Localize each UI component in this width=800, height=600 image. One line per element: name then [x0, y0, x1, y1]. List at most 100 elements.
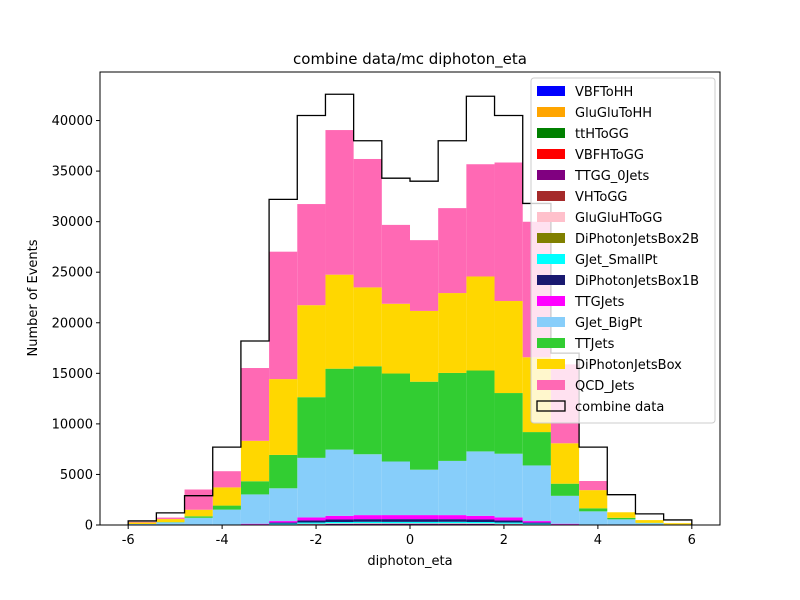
legend-swatch — [537, 359, 565, 369]
y-tick-label: 25000 — [52, 266, 93, 281]
bar-ttjets-bin-2 — [184, 516, 213, 518]
legend-label: DiPhotonJetsBox — [575, 358, 682, 373]
legend-label: GJet_BigPt — [575, 316, 642, 331]
bar-diphotonjetsbox-bin-8 — [353, 287, 382, 367]
y-tick-label: 5000 — [60, 468, 93, 483]
legend-swatch — [537, 254, 565, 264]
bar-ttjets-bin-7 — [325, 368, 354, 450]
bar-gjet-bigpt-bin-3 — [212, 509, 241, 525]
bar-ttgg-0jets-bin-9 — [381, 523, 410, 525]
legend-swatch — [537, 212, 565, 222]
legend: VBFToHH GluGluToHH ttHToGG VBFHToGG TTGG_0Je… — [530, 77, 716, 424]
bar-ttgg-0jets-bin-13 — [494, 524, 523, 525]
bar-gjet-bigpt-bin-10 — [410, 469, 439, 516]
bar-ttgg-0jets-bin-12 — [466, 523, 495, 525]
bar-diphotonjetsbox1b-bin-12 — [466, 519, 495, 522]
bar-diphotonjetsbox-bin-16 — [579, 490, 608, 509]
x-tick-label: -6 — [122, 533, 135, 548]
legend-swatch — [537, 275, 565, 285]
bar-ttgjets-bin-6 — [297, 517, 326, 521]
bar-ttgg-0jets-bin-10 — [410, 523, 439, 525]
legend-swatch — [537, 233, 565, 243]
bar-qcd-jets-bin-12 — [466, 164, 495, 277]
bar-diphotonjetsbox-bin-13 — [494, 301, 523, 394]
bar-gjet-bigpt-bin-9 — [381, 461, 410, 516]
bar-diphotonjetsbox-bin-5 — [269, 379, 298, 455]
bar-gjet-bigpt-bin-5 — [269, 488, 298, 522]
bar-diphotonjetsbox-bin-11 — [438, 293, 467, 373]
bar-ttgg-0jets-bin-6 — [297, 524, 326, 525]
bar-ttgjets-bin-15 — [550, 523, 580, 525]
legend-label: QCD_Jets — [575, 379, 635, 394]
x-axis-ticks: -6 -4 -2 0 2 4 6 — [122, 525, 696, 548]
bar-ttgjets-bin-4 — [240, 523, 270, 525]
legend-swatch — [537, 86, 565, 96]
bar-gjet-bigpt-bin-6 — [297, 457, 326, 518]
bar-diphotonjetsbox-bin-10 — [410, 310, 439, 382]
bar-gjet-smallpt-bin-14 — [522, 523, 551, 525]
bar-qcd-jets-bin-2 — [184, 489, 213, 510]
bar-ttgjets-bin-5 — [269, 521, 298, 523]
bar-gjet-bigpt-bin-15 — [550, 495, 580, 524]
legend-swatch — [537, 380, 565, 390]
bar-diphotonjetsbox-bin-18 — [635, 520, 664, 523]
bar-gjet-smallpt-bin-8 — [353, 521, 382, 524]
bar-ttjets-bin-12 — [466, 370, 495, 452]
bar-qcd-jets-bin-9 — [381, 224, 410, 304]
y-tick-label: 30000 — [52, 215, 93, 230]
legend-label: VBFToHH — [575, 85, 633, 100]
y-tick-label: 20000 — [52, 316, 93, 331]
bar-ttjets-bin-13 — [494, 393, 523, 454]
legend-label: GluGluHToGG — [575, 211, 662, 226]
bar-diphotonjetsbox1b-bin-8 — [353, 519, 382, 522]
bar-qcd-jets-bin-0 — [128, 521, 157, 523]
bar-qcd-jets-bin-7 — [325, 130, 354, 275]
bar-diphotonjetsbox1b-bin-7 — [325, 519, 354, 522]
bar-gjet-smallpt-bin-5 — [269, 523, 298, 525]
bar-ttjets-bin-14 — [522, 432, 551, 466]
bar-ttjets-bin-9 — [381, 373, 410, 462]
bar-ttjets-bin-15 — [550, 483, 580, 496]
bar-diphotonjetsbox1b-bin-10 — [410, 519, 439, 522]
bar-diphotonjetsbox-bin-7 — [325, 274, 354, 369]
x-tick-label: -4 — [216, 533, 229, 548]
legend-swatch — [537, 317, 565, 327]
bar-gjet-bigpt-bin-4 — [240, 494, 270, 524]
bar-qcd-jets-bin-8 — [353, 158, 382, 288]
legend-label: TTGG_0Jets — [574, 169, 650, 184]
legend-label: TTGJets — [574, 295, 625, 310]
bar-ttgg-0jets-bin-7 — [325, 523, 354, 525]
bar-gjet-bigpt-bin-12 — [466, 451, 495, 516]
bar-diphotonjetsbox1b-bin-5 — [269, 522, 298, 524]
legend-label: DiPhotonJetsBox1B — [575, 274, 699, 289]
bar-ttgjets-bin-13 — [494, 517, 523, 521]
y-tick-label: 10000 — [52, 417, 93, 432]
bar-gjet-bigpt-bin-16 — [579, 511, 608, 525]
bar-diphotonjetsbox-bin-0 — [128, 522, 157, 524]
bar-gjet-bigpt-bin-7 — [325, 449, 354, 516]
bar-ttjets-bin-8 — [353, 366, 382, 455]
legend-label: GJet_SmallPt — [575, 253, 658, 268]
bar-ttjets-bin-6 — [297, 397, 326, 458]
y-tick-label: 40000 — [52, 114, 93, 129]
bar-gjet-bigpt-bin-8 — [353, 454, 382, 516]
legend-swatch — [537, 149, 565, 159]
bar-qcd-jets-bin-13 — [494, 162, 523, 302]
x-tick-label: 0 — [406, 533, 414, 548]
legend-label: DiPhotonJetsBox2B — [575, 232, 699, 247]
y-tick-label: 35000 — [52, 165, 93, 180]
bar-diphotonjetsbox-bin-15 — [550, 443, 580, 484]
bar-gjet-smallpt-bin-6 — [297, 522, 326, 524]
bar-diphotonjetsbox-bin-12 — [466, 276, 495, 371]
legend-label: ttHToGG — [575, 127, 629, 142]
legend-label: combine data — [575, 400, 664, 415]
bar-gjet-smallpt-bin-7 — [325, 521, 354, 524]
bar-gjet-smallpt-bin-9 — [381, 521, 410, 524]
bar-ttgjets-bin-9 — [381, 515, 410, 520]
bar-ttjets-bin-3 — [212, 505, 241, 510]
legend-box — [530, 77, 716, 424]
bar-qcd-jets-bin-10 — [410, 240, 439, 311]
legend-label: VHToGG — [575, 190, 628, 205]
legend-swatch — [537, 191, 565, 201]
legend-label: TTJets — [574, 337, 615, 352]
